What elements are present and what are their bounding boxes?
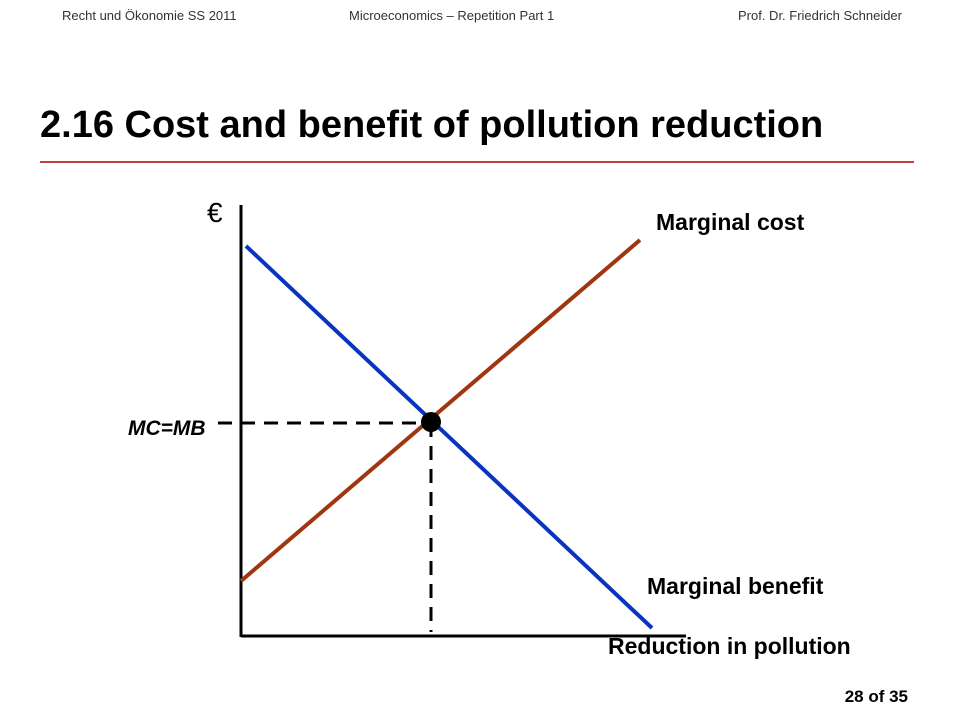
equilibrium-point: [421, 412, 441, 432]
title-underline: [40, 161, 914, 163]
marginal-benefit-label: Marginal benefit: [647, 573, 824, 599]
header-course: Recht und Ökonomie SS 2011: [62, 8, 237, 23]
header-author: Prof. Dr. Friedrich Schneider: [737, 8, 902, 23]
header-lecture: Microeconomics – Repetition Part 1: [349, 8, 555, 23]
page-number: 28 of 35: [844, 687, 908, 706]
equilibrium-label: MC=MB: [128, 417, 206, 440]
marginal-cost-label: Marginal cost: [656, 209, 805, 235]
marginal-benefit-curve: [244, 244, 654, 630]
x-axis-label: Reduction in pollution: [608, 633, 851, 659]
marginal-cost-curve: [239, 238, 642, 583]
y-axis-label: €: [207, 197, 223, 228]
slide-title: 2.16 Cost and benefit of pollution reduc…: [40, 104, 824, 146]
